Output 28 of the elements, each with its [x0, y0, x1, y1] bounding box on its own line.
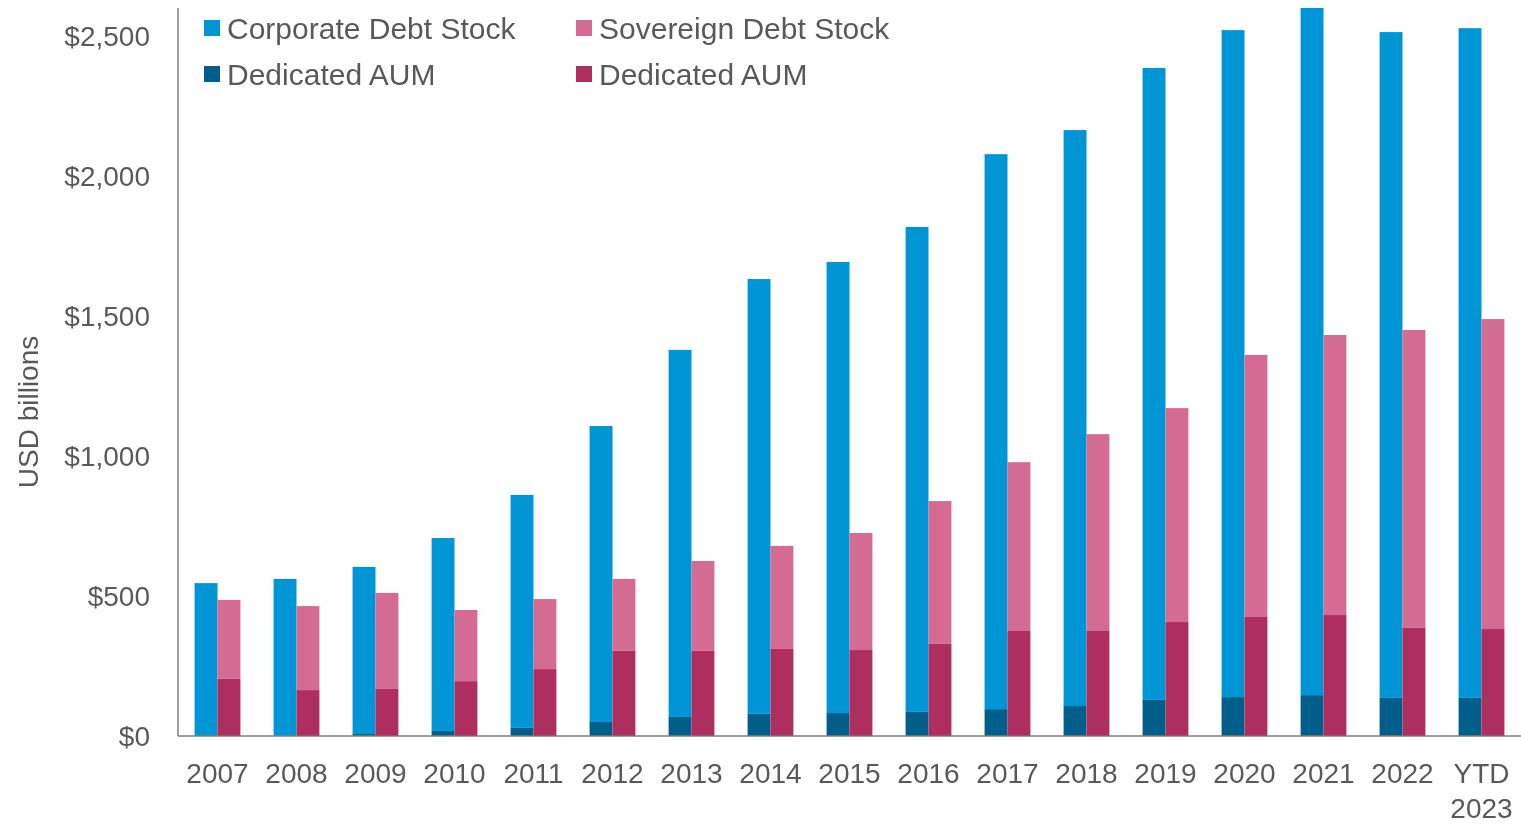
x-tick-label: 2009: [344, 758, 407, 789]
x-tick-label: 2020: [1213, 758, 1276, 789]
x-tick-label: 2021: [1292, 758, 1355, 789]
legend-label: Dedicated AUM: [599, 57, 808, 91]
legend-label: Corporate Debt Stock: [227, 11, 517, 45]
x-tick-label: YTD 2023: [1450, 758, 1513, 824]
x-tick-label: 2011: [503, 758, 564, 789]
x-tick-label: 2018: [1055, 758, 1118, 789]
x-tick-label: 2008: [265, 758, 328, 789]
y-tick-label: $2,500: [64, 20, 150, 52]
x-tick-label: 2013: [660, 758, 723, 789]
y-tick-label: $1,000: [64, 440, 150, 472]
y-tick-label: $2,000: [64, 160, 150, 192]
x-tick-label: 2016: [897, 758, 960, 789]
x-tick-label: 2012: [581, 758, 644, 789]
legend-label: Sovereign Debt Stock: [599, 11, 891, 45]
x-tick-label: 2007: [186, 758, 249, 789]
x-tick-label: 2015: [818, 758, 881, 789]
y-tick-label: $1,500: [64, 300, 150, 332]
y-tick-label: $500: [87, 580, 150, 612]
x-tick-label: 2019: [1134, 758, 1197, 789]
legend-label: Dedicated AUM: [227, 57, 436, 91]
x-tick-label: 2014: [739, 758, 802, 789]
y-tick-label: $0: [118, 720, 150, 752]
x-tick-label: 2010: [423, 758, 486, 789]
y-axis-title: USD billions: [13, 335, 44, 489]
x-tick-label: 2017: [976, 758, 1039, 789]
x-tick-label: 2022: [1371, 758, 1434, 789]
